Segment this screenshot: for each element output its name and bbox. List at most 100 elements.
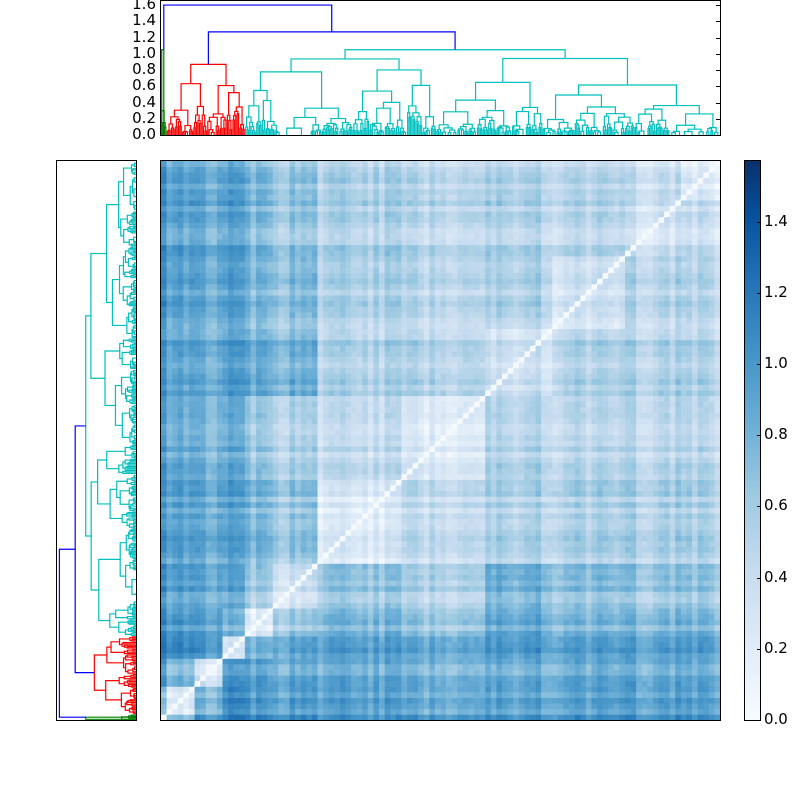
dendrogram-link [121,412,131,438]
top-dendrogram-plot [161,4,719,135]
dendrogram-link [189,129,193,135]
dendrogram-link [374,129,379,135]
dendrogram-link [455,99,497,112]
dendrogram-link [606,123,611,135]
dendrogram-link [132,530,136,533]
dendrogram-link [558,121,569,130]
dendrogram-link [132,416,136,421]
dendrogram-link [526,123,531,128]
dendrogram-link [223,119,227,135]
dendrogram-link [130,371,134,376]
dendrogram-link [483,127,488,131]
dendrogram-link [355,130,359,135]
dendrogram-link [706,131,710,135]
dendrogram-link [319,131,322,135]
dendrogram-link [133,240,136,244]
dendrogram-link [501,131,505,135]
dendrogram-link [184,124,192,132]
tick-mark [716,5,720,7]
dendrogram-link [358,111,368,120]
dendrogram-link [126,700,132,706]
dendrogram-link [133,424,136,428]
dendrogram-link [132,357,136,366]
dendrogram-link [531,128,535,135]
dendrogram-link [441,131,446,135]
dendrogram-link [120,692,131,708]
dendrogram-link [326,122,336,126]
dendrogram-link [97,459,111,505]
dendrogram-link [131,388,136,392]
dendrogram-link [133,376,136,380]
dendrogram-link [479,128,483,135]
dendrogram-link [258,124,262,135]
dendrogram-link [132,673,136,677]
dendrogram-link [622,131,625,135]
dendrogram-link [593,129,600,133]
dendrogram-link [586,106,617,114]
top-dendrogram-ytick: 0.4 [132,92,156,111]
dendrogram-link [613,131,619,135]
dendrogram-link [457,129,460,135]
dendrogram-link [131,655,136,659]
dendrogram-link [105,680,122,701]
dendrogram-link [400,127,404,135]
dendrogram-link [106,646,124,664]
dendrogram-link [376,69,422,92]
dendrogram-link [396,119,403,129]
dendrogram-link [397,131,400,135]
tick-mark [757,577,761,579]
dendrogram-link [453,131,457,135]
dendrogram-link [590,130,593,135]
dendrogram-link [637,131,641,135]
dendrogram-link [190,130,194,135]
dendrogram-link [132,215,136,219]
dendrogram-link [330,127,333,135]
dendrogram-link [356,131,360,135]
dendrogram-link [502,57,629,86]
dendrogram-link [604,129,607,135]
dendrogram-link [133,562,136,567]
dendrogram-link [190,63,227,86]
dendrogram-link [346,123,352,132]
dendrogram-link [525,126,529,135]
dendrogram-link [204,130,208,135]
dendrogram-link [627,130,631,135]
dendrogram-link [379,129,383,135]
dendrogram-link [411,84,431,117]
dendrogram-link [655,123,661,135]
dendrogram-link [263,129,266,135]
dendrogram-link [521,106,539,114]
dendrogram-link [118,638,130,646]
dendrogram-link [393,130,396,135]
dendrogram-link [132,710,136,714]
dendrogram-link [408,105,417,113]
dendrogram-link [127,257,134,267]
tick-mark [716,37,720,39]
dendrogram-link [423,127,429,133]
dendrogram-link [133,696,136,699]
dendrogram-link [123,681,129,687]
dendrogram-link [133,404,136,409]
dendrogram-link [648,125,652,135]
dendrogram-link [363,127,367,135]
dendrogram-link [132,509,136,512]
dendrogram-link [448,129,456,133]
dendrogram-link [132,535,136,539]
dendrogram-link [559,131,562,135]
dendrogram-link [314,130,319,135]
dendrogram-link [348,128,351,135]
dendrogram-link [568,129,574,132]
colorbar-tick-label: 1.2 [764,282,788,301]
dendrogram-link [130,481,136,486]
dendrogram-link [126,615,136,620]
dendrogram-link [248,105,260,122]
dendrogram-link [132,393,136,396]
dendrogram-link [130,283,134,291]
dendrogram-link [552,130,556,135]
dendrogram-link [597,131,602,135]
dendrogram-link [542,128,546,135]
dendrogram-link [556,131,560,135]
dendrogram-link [130,445,133,450]
dendrogram-link [129,458,136,462]
dendrogram-link [133,188,136,198]
